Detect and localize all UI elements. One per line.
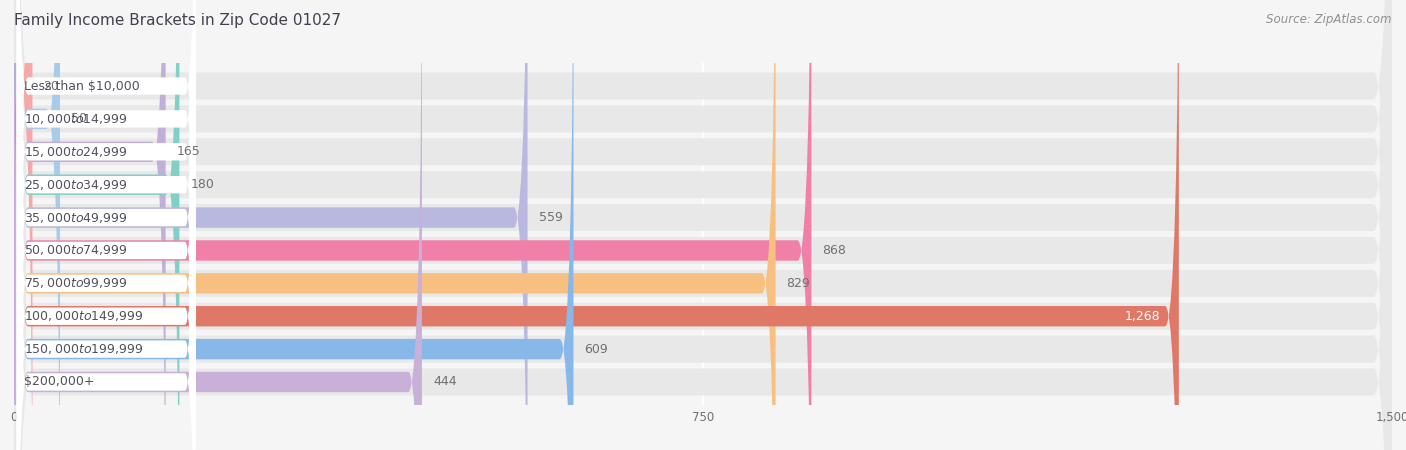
Text: $200,000+: $200,000+ bbox=[24, 375, 94, 388]
FancyBboxPatch shape bbox=[14, 0, 527, 450]
FancyBboxPatch shape bbox=[14, 0, 32, 450]
Text: $50,000 to $74,999: $50,000 to $74,999 bbox=[24, 243, 128, 257]
FancyBboxPatch shape bbox=[14, 0, 1392, 450]
FancyBboxPatch shape bbox=[14, 0, 1392, 450]
FancyBboxPatch shape bbox=[14, 0, 1178, 450]
Text: 829: 829 bbox=[786, 277, 810, 290]
FancyBboxPatch shape bbox=[17, 0, 195, 450]
FancyBboxPatch shape bbox=[17, 0, 195, 450]
Text: Family Income Brackets in Zip Code 01027: Family Income Brackets in Zip Code 01027 bbox=[14, 14, 342, 28]
FancyBboxPatch shape bbox=[17, 0, 195, 450]
Text: $100,000 to $149,999: $100,000 to $149,999 bbox=[24, 309, 143, 323]
Text: 50: 50 bbox=[72, 112, 87, 126]
Text: 1,268: 1,268 bbox=[1125, 310, 1160, 323]
FancyBboxPatch shape bbox=[14, 0, 1392, 450]
FancyBboxPatch shape bbox=[14, 0, 1392, 450]
FancyBboxPatch shape bbox=[17, 0, 195, 450]
FancyBboxPatch shape bbox=[17, 0, 195, 450]
FancyBboxPatch shape bbox=[17, 0, 195, 450]
Text: 180: 180 bbox=[190, 178, 214, 191]
Text: $35,000 to $49,999: $35,000 to $49,999 bbox=[24, 211, 128, 225]
FancyBboxPatch shape bbox=[14, 0, 1392, 450]
Text: 20: 20 bbox=[44, 80, 59, 93]
FancyBboxPatch shape bbox=[14, 0, 166, 450]
FancyBboxPatch shape bbox=[14, 0, 1392, 450]
FancyBboxPatch shape bbox=[17, 0, 195, 450]
FancyBboxPatch shape bbox=[14, 0, 1392, 450]
FancyBboxPatch shape bbox=[14, 0, 1392, 450]
Text: $150,000 to $199,999: $150,000 to $199,999 bbox=[24, 342, 143, 356]
FancyBboxPatch shape bbox=[14, 0, 811, 450]
Text: $15,000 to $24,999: $15,000 to $24,999 bbox=[24, 145, 128, 159]
FancyBboxPatch shape bbox=[14, 0, 1392, 450]
FancyBboxPatch shape bbox=[14, 0, 1392, 450]
FancyBboxPatch shape bbox=[14, 0, 180, 450]
Text: 165: 165 bbox=[177, 145, 201, 158]
Text: Source: ZipAtlas.com: Source: ZipAtlas.com bbox=[1267, 14, 1392, 27]
Text: $25,000 to $34,999: $25,000 to $34,999 bbox=[24, 178, 128, 192]
FancyBboxPatch shape bbox=[14, 0, 422, 450]
Text: 444: 444 bbox=[433, 375, 457, 388]
Text: Less than $10,000: Less than $10,000 bbox=[24, 80, 141, 93]
FancyBboxPatch shape bbox=[17, 0, 195, 450]
Text: 559: 559 bbox=[538, 211, 562, 224]
FancyBboxPatch shape bbox=[17, 0, 195, 450]
FancyBboxPatch shape bbox=[14, 0, 776, 450]
Text: 868: 868 bbox=[823, 244, 846, 257]
FancyBboxPatch shape bbox=[17, 0, 195, 450]
FancyBboxPatch shape bbox=[14, 0, 574, 450]
Text: $10,000 to $14,999: $10,000 to $14,999 bbox=[24, 112, 128, 126]
Text: $75,000 to $99,999: $75,000 to $99,999 bbox=[24, 276, 128, 290]
FancyBboxPatch shape bbox=[14, 0, 60, 450]
Text: 609: 609 bbox=[585, 342, 609, 356]
